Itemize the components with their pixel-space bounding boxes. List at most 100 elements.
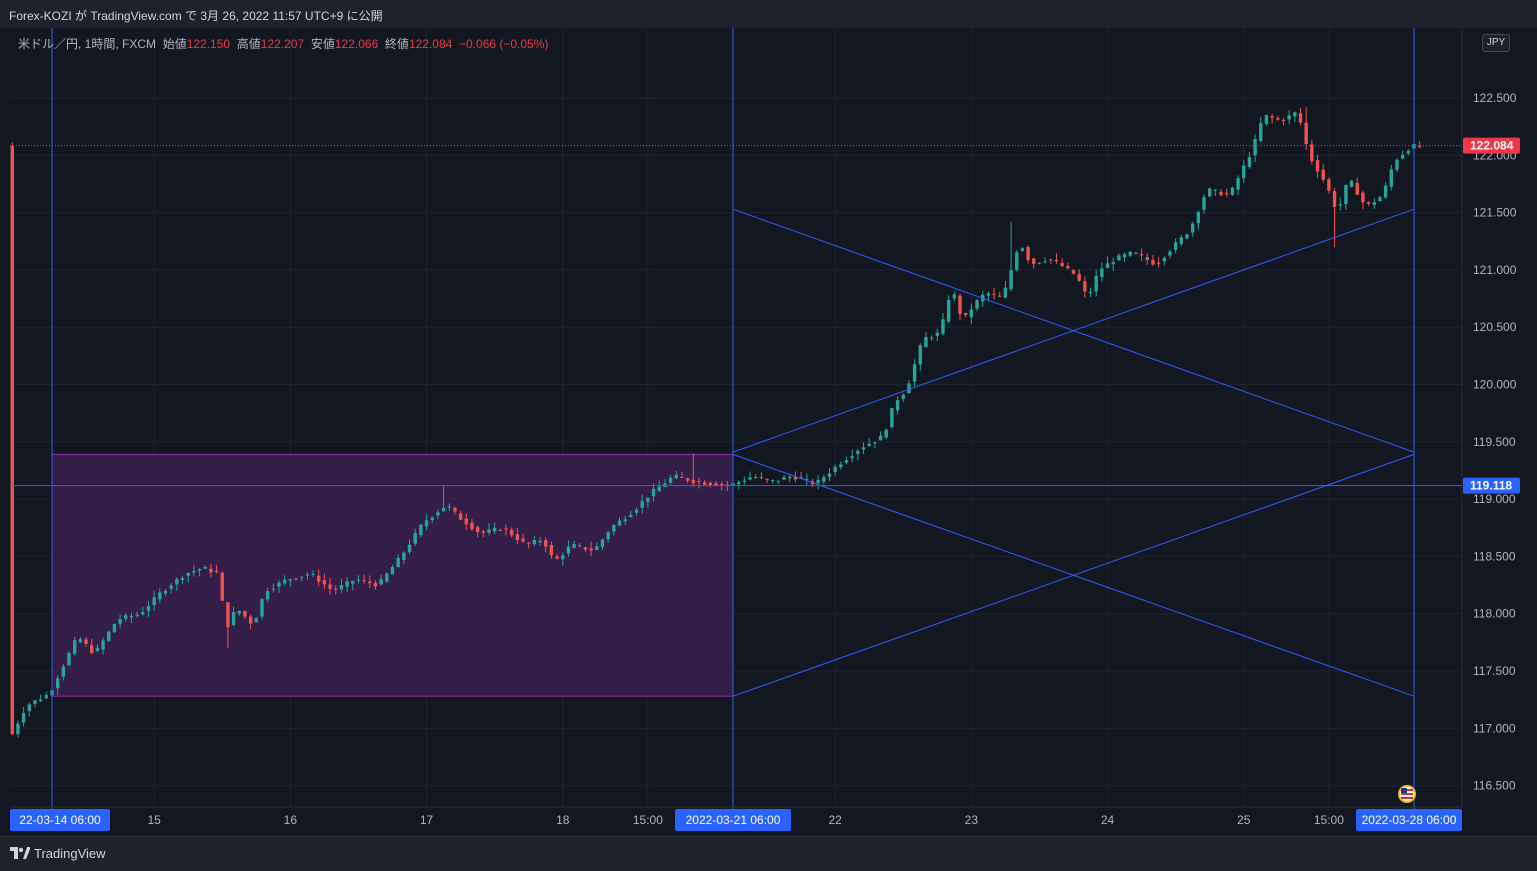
- close-label: 終値: [384, 37, 409, 51]
- candle-body: [566, 546, 571, 554]
- price-chart[interactable]: 116.500 117.000 117.500 118.000 118.500 119.0…: [0, 28, 1537, 836]
- candle-body: [1276, 118, 1280, 120]
- candle-body: [839, 464, 843, 468]
- candle-body: [861, 447, 866, 450]
- candle-body: [322, 580, 327, 585]
- candle-body: [1349, 180, 1354, 187]
- chart-background: [0, 28, 1537, 836]
- candle-body: [617, 520, 622, 526]
- time-tick-label: 18: [556, 813, 570, 827]
- candle-body: [402, 552, 406, 560]
- price-tick-label: 119.000: [1473, 492, 1516, 506]
- candle-body: [1196, 212, 1201, 224]
- candle-body: [107, 631, 111, 641]
- candle-body: [646, 497, 650, 502]
- candle-body: [1219, 191, 1223, 196]
- candle-body: [424, 520, 429, 527]
- candle-body: [890, 407, 894, 428]
- candle-body: [1156, 262, 1161, 264]
- candle-body: [986, 293, 991, 296]
- candle-body: [1332, 191, 1337, 207]
- price-tick-label: 118.500: [1473, 549, 1516, 563]
- level-price-badge: 119.118: [1470, 479, 1512, 493]
- candle-body: [1094, 275, 1098, 292]
- time-tick-label: 23: [965, 813, 979, 827]
- candle-body: [680, 476, 684, 478]
- candle-body: [453, 507, 457, 512]
- candle-body: [634, 509, 639, 513]
- candle-body: [1202, 197, 1206, 210]
- candle-body: [112, 623, 117, 633]
- time-axis[interactable]: 22-03-14 06:00 15 16 17 18 15:00 2022-03-21 06…: [10, 806, 1462, 831]
- candle-body: [78, 639, 83, 643]
- candle-body: [84, 639, 88, 644]
- candle-body: [1355, 182, 1359, 195]
- candle-body: [776, 480, 781, 482]
- candle-body: [1151, 259, 1155, 265]
- tradingview-logo[interactable]: TradingView: [10, 845, 106, 861]
- level-price-badge-bg: [1463, 477, 1520, 494]
- price-tick-label: 122.500: [1473, 91, 1517, 105]
- candle-body: [544, 540, 548, 547]
- candle-body: [169, 585, 173, 589]
- candle-body: [1310, 144, 1314, 162]
- candle-body: [373, 582, 378, 587]
- candle-body: [1105, 263, 1110, 268]
- price-axis[interactable]: 116.500 117.000 117.500 118.000 118.500 119.0…: [1461, 28, 1520, 807]
- candle-body: [998, 295, 1002, 297]
- candle-body: [521, 538, 525, 542]
- candle-body: [1344, 184, 1348, 205]
- candle-body: [805, 479, 809, 481]
- candle-body: [254, 618, 259, 623]
- candle-body: [578, 545, 582, 547]
- time-badge-label: 2022-03-21 06:00: [686, 813, 781, 827]
- candle-body: [1168, 251, 1172, 256]
- candle-body: [379, 579, 383, 585]
- candle-body: [152, 597, 156, 606]
- price-tick-label: 119.500: [1473, 435, 1516, 449]
- candle-body: [470, 522, 474, 530]
- candle-body: [146, 606, 151, 611]
- candle-body: [969, 309, 974, 318]
- candle-body: [572, 543, 576, 548]
- candle-body: [237, 610, 241, 614]
- symbol-label[interactable]: 米ドル／円, 1時間, FXCM: [18, 37, 157, 51]
- candle-body: [697, 481, 701, 483]
- candle-body: [487, 529, 491, 533]
- candle-body: [1213, 189, 1218, 191]
- candle-body: [782, 477, 786, 480]
- candle-body: [158, 592, 162, 600]
- candle-body: [1139, 254, 1144, 256]
- candle-body: [1037, 262, 1042, 264]
- candle-body: [175, 578, 179, 585]
- candle-body: [549, 544, 554, 556]
- candle-body: [1242, 165, 1246, 179]
- time-badge-bg: [1356, 809, 1462, 831]
- candle-body: [946, 300, 951, 322]
- candle-body: [282, 579, 287, 584]
- candle-body: [38, 699, 43, 702]
- candle-body: [101, 640, 105, 650]
- candle-body: [1270, 116, 1274, 118]
- us-flag-icon[interactable]: [1398, 785, 1416, 803]
- candle-body: [1259, 122, 1263, 141]
- candle-body: [719, 483, 724, 485]
- currency-badge[interactable]: JPY: [1482, 34, 1510, 52]
- candle-body: [612, 525, 616, 532]
- candle-body: [595, 546, 599, 550]
- candle-body: [396, 557, 400, 568]
- close-value: 122.084: [408, 37, 453, 51]
- candle-body: [1361, 192, 1365, 203]
- time-tick-label: 25: [1237, 813, 1251, 827]
- candle-body: [441, 507, 446, 512]
- candle-body: [197, 568, 202, 571]
- candle-body: [55, 678, 60, 689]
- candle-body: [515, 534, 520, 541]
- publish-header: Forex-KOZI が TradingView.com で 3月 26, 20…: [0, 0, 1537, 29]
- candle-body: [436, 512, 440, 516]
- candle-body: [685, 478, 690, 481]
- candle-body: [311, 573, 315, 575]
- candle-body: [912, 364, 917, 382]
- tradingview-logo-icon: [10, 847, 30, 859]
- candle-body: [447, 506, 451, 508]
